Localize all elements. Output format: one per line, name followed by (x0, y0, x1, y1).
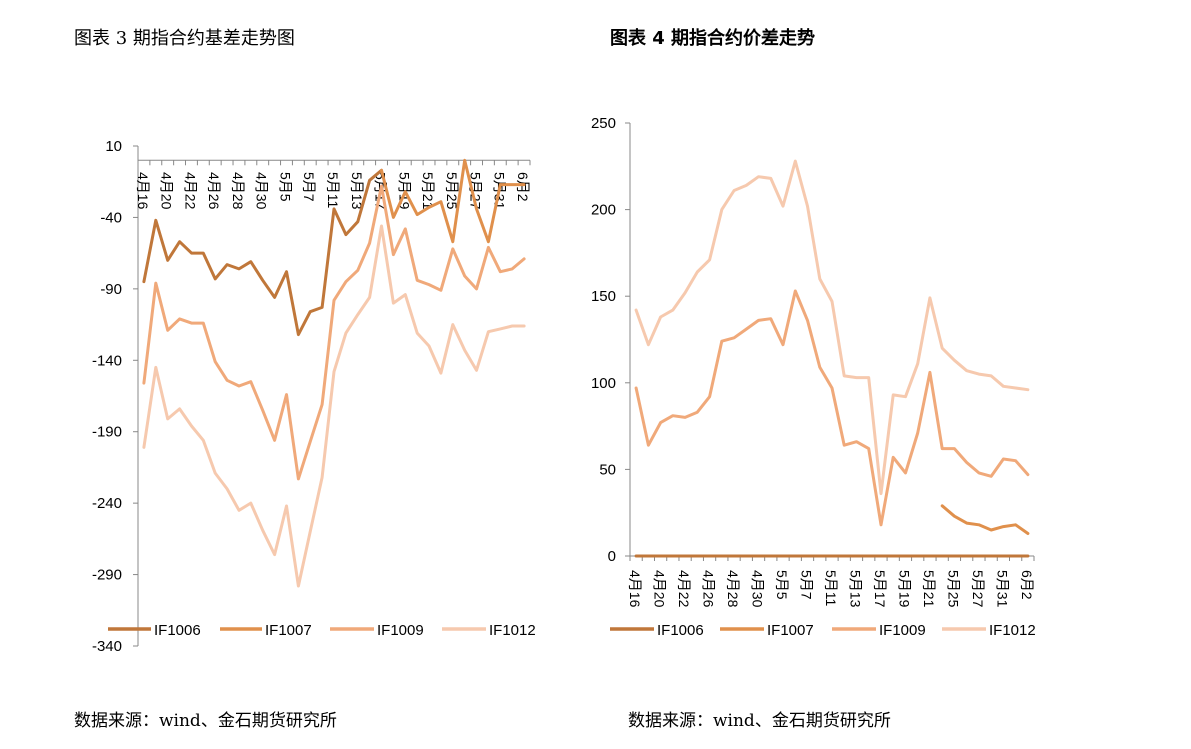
legend-label-if1012: IF1012 (489, 622, 536, 639)
left-source-note: 数据来源：wind、金石期货研究所 (74, 711, 337, 731)
legend-label-if1006: IF1006 (657, 622, 704, 639)
legend: IF1006 IF1007 IF1009 IF1012 (108, 622, 536, 639)
legend-label-if1007: IF1007 (265, 622, 312, 639)
series-line-if1012 (634, 159, 1030, 496)
series-line-if1012 (142, 224, 526, 588)
x-tick-label: 4月22 (182, 172, 198, 210)
x-tick-label: 5月5 (774, 570, 790, 600)
series-line-if1009 (634, 289, 1030, 527)
x-tick-label: 5月25 (444, 172, 460, 210)
x-tick-label: 4月28 (725, 570, 741, 608)
right-source-note: 数据来源：wind、金石期货研究所 (628, 711, 891, 731)
series-line-if1007 (940, 504, 1030, 535)
x-tick-label: 5月11 (325, 172, 341, 209)
x-tick-label: 4月20 (652, 570, 668, 608)
x-tick-label: 6月2 (1019, 570, 1035, 600)
y-tick-label: 0 (608, 548, 616, 565)
series-line-if1007 (380, 158, 526, 244)
x-tick-label: 5月27 (970, 570, 986, 608)
legend-label-if1009: IF1009 (377, 622, 424, 639)
x-tick-label: 5月21 (420, 172, 436, 210)
y-tick-label: 250 (591, 115, 616, 132)
x-tick-label: 5月5 (277, 172, 293, 202)
x-tick-label: 4月26 (206, 172, 222, 210)
x-tick-label: 5月13 (847, 570, 863, 608)
series-line-if1006 (142, 168, 383, 337)
legend-label-if1009: IF1009 (879, 622, 926, 639)
legend-label-if1012: IF1012 (989, 622, 1036, 639)
y-tick-label: 10 (105, 138, 122, 155)
series-line-if1009 (142, 184, 526, 481)
y-tick-label: -40 (100, 209, 122, 226)
x-tick-label: 4月30 (750, 570, 766, 608)
x-tick-label: 5月13 (349, 172, 365, 210)
x-tick-label: 4月26 (701, 570, 717, 608)
x-tick-label: 5月17 (872, 570, 888, 608)
x-tick-label: 6月2 (515, 172, 531, 202)
right-figure-caption: 图表 4 期指合约价差走势 (610, 28, 816, 49)
left-figure-caption: 图表 3 期指合约基差走势图 (74, 28, 295, 49)
y-tick-label: -190 (92, 424, 122, 441)
y-tick-label: -340 (92, 638, 122, 655)
x-tick-label: 5月7 (799, 570, 815, 600)
x-tick-label: 5月11 (823, 570, 839, 607)
legend-label-if1007: IF1007 (767, 622, 814, 639)
legend: IF1006 IF1007 IF1009 IF1012 (610, 622, 1036, 639)
chart-1: 10 -40 -90 -140 -190 -240 -290 -340 4月16 4月20 4月22… (92, 138, 536, 655)
x-tick-label: 5月27 (468, 172, 484, 210)
x-tick-label: 5月21 (921, 570, 937, 608)
x-tick-label: 5月31 (994, 570, 1010, 608)
x-tick-label: 5月7 (301, 172, 317, 202)
y-tick-label: -240 (92, 495, 122, 512)
x-tick-label: 4月16 (135, 172, 151, 210)
x-tick-label: 5月25 (945, 570, 961, 608)
y-tick-label: 150 (591, 288, 616, 305)
x-tick-label: 4月22 (676, 570, 692, 608)
x-tick-label: 5月19 (896, 570, 912, 608)
y-tick-label: 200 (591, 202, 616, 219)
x-tick-label: 4月16 (627, 570, 643, 608)
chart-2: 250 200 150 100 50 0 4月16 4月20 4月22 4月26 4月28 4月30 5… (591, 115, 1036, 639)
y-tick-label: -140 (92, 352, 122, 369)
x-tick-label: 4月30 (254, 172, 270, 210)
x-tick-label: 4月20 (159, 172, 175, 210)
legend-label-if1006: IF1006 (154, 622, 201, 639)
y-tick-label: -90 (100, 281, 122, 298)
y-tick-label: 100 (591, 375, 616, 392)
x-tick-label: 4月28 (230, 172, 246, 210)
y-tick-label: -290 (92, 567, 122, 584)
y-tick-label: 50 (599, 461, 616, 478)
